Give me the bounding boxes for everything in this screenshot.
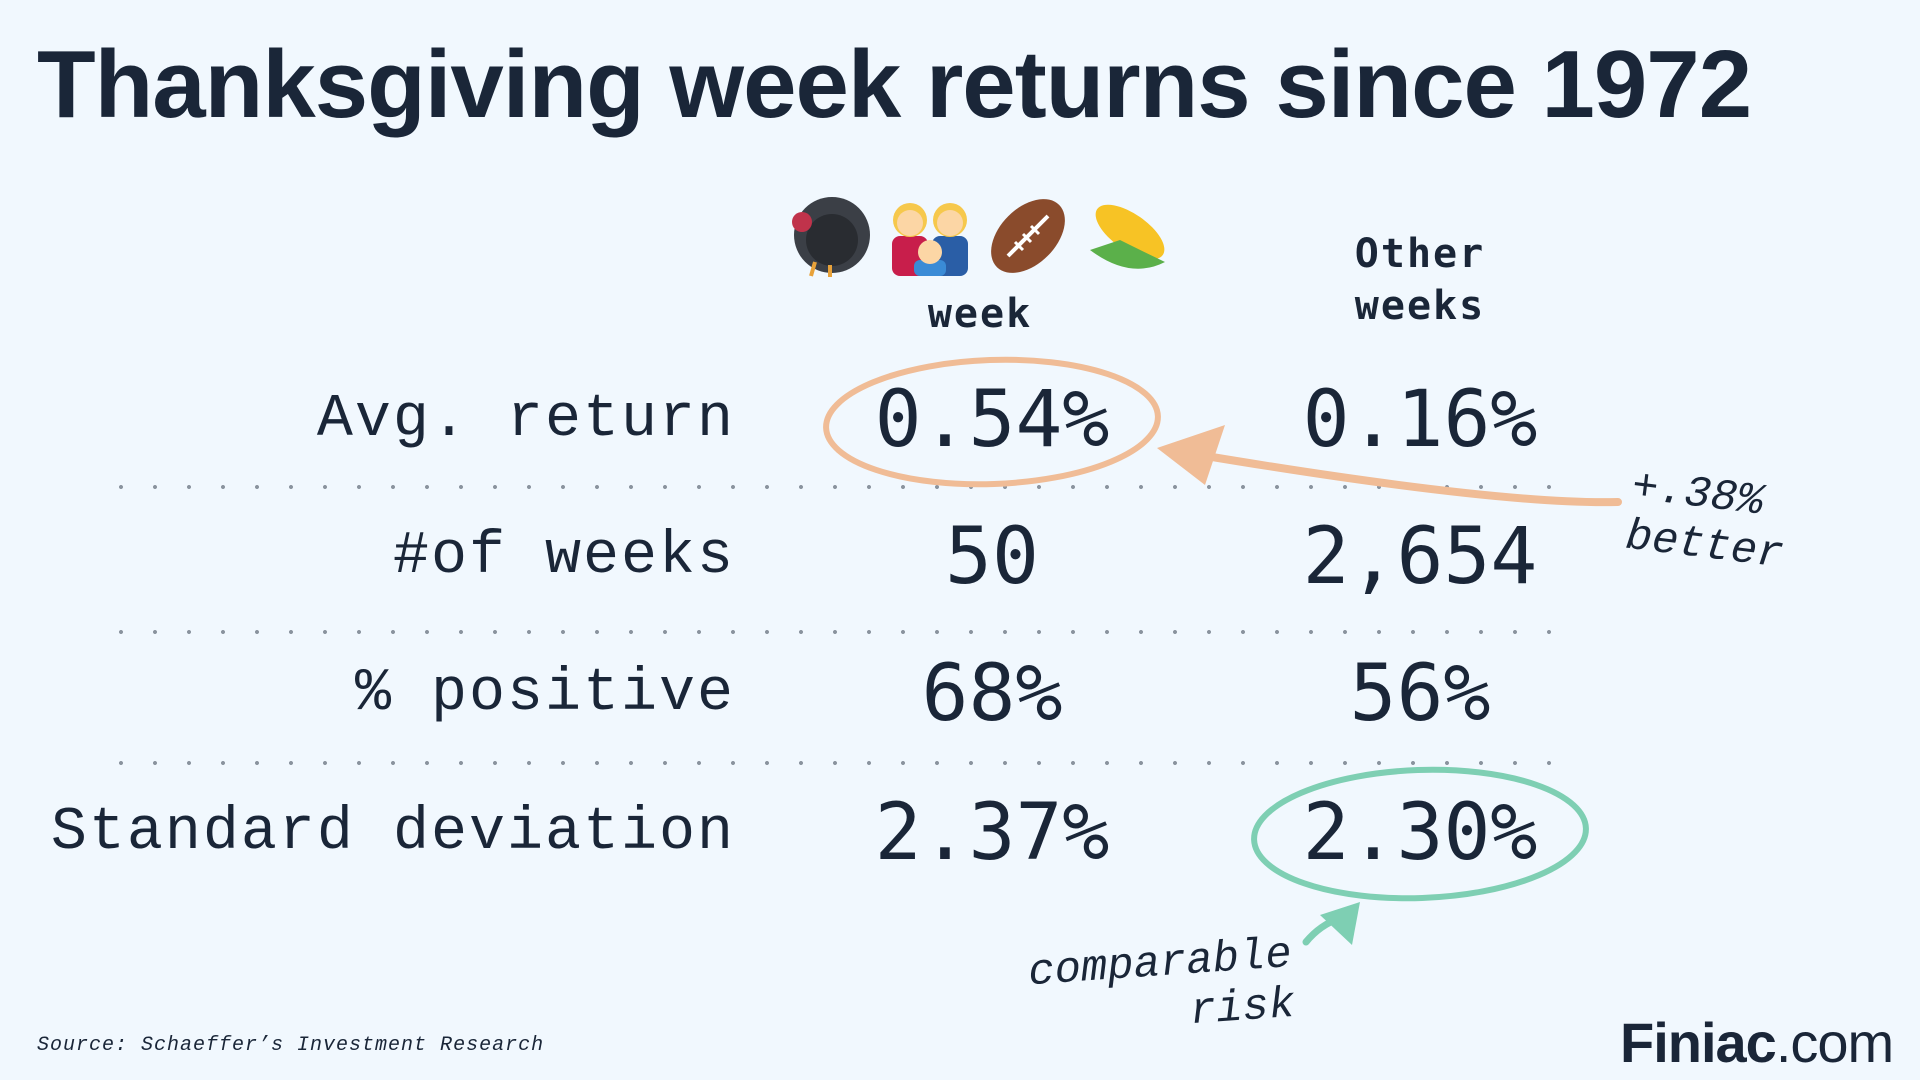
better-annotation: +.38% better bbox=[1623, 462, 1792, 581]
row-label-num-weeks: #of weeks bbox=[392, 523, 735, 591]
avg-return-thanksgiving: 0.54% bbox=[874, 375, 1110, 465]
turkey-icon bbox=[792, 197, 870, 277]
better-arrow-line bbox=[1196, 451, 1622, 507]
brand-domain: .com bbox=[1775, 1011, 1894, 1074]
row-divider bbox=[104, 630, 1556, 634]
family-icon bbox=[892, 203, 968, 276]
thanksgiving-week-header: week bbox=[927, 291, 1033, 337]
source-note: Source: Schaeffer’s Investment Research bbox=[37, 1034, 545, 1057]
page-title: Thanksgiving week returns since 1972 bbox=[37, 31, 1752, 138]
other-weeks-header-line1: Other bbox=[1354, 231, 1486, 277]
row-label-std-dev: Standard deviation bbox=[50, 799, 735, 867]
num-weeks-thanksgiving: 50 bbox=[945, 512, 1039, 602]
highlight-circle-avg-return bbox=[823, 356, 1161, 488]
row-label-pct-positive: % positive bbox=[354, 660, 735, 728]
highlight-circle-std-dev bbox=[1251, 766, 1589, 902]
other-weeks-header-line2: weeks bbox=[1354, 283, 1486, 329]
football-icon bbox=[991, 199, 1065, 273]
std-dev-thanksgiving: 2.37% bbox=[874, 788, 1110, 878]
brand-logo: Finiac.com bbox=[1620, 1010, 1894, 1075]
row-divider bbox=[104, 485, 1556, 489]
pct-positive-thanksgiving: 68% bbox=[921, 649, 1063, 739]
row-label-avg-return: Avg. return bbox=[316, 386, 735, 454]
other-weeks-header: Other weeks bbox=[1300, 228, 1540, 332]
avg-return-other: 0.16% bbox=[1302, 375, 1538, 465]
better-arrow-head bbox=[1157, 425, 1225, 485]
row-divider bbox=[104, 761, 1556, 765]
std-dev-other: 2.30% bbox=[1302, 788, 1538, 878]
risk-arrow-head bbox=[1320, 902, 1360, 945]
brand-name: Finiac bbox=[1620, 1011, 1777, 1074]
pct-positive-other: 56% bbox=[1349, 649, 1491, 739]
num-weeks-other: 2,654 bbox=[1302, 512, 1538, 602]
corn-icon bbox=[1090, 204, 1165, 269]
